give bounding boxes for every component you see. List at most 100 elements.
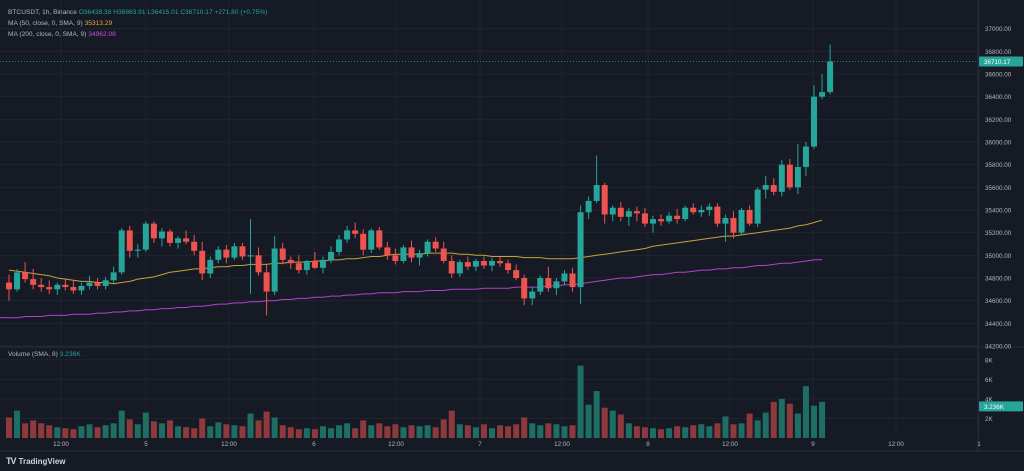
volume-bar: [287, 427, 294, 438]
volume-bar: [150, 421, 157, 438]
volume-bar: [811, 405, 817, 438]
candle-body: [730, 217, 737, 233]
candle-body: [199, 250, 206, 274]
volume-bar: [303, 428, 310, 438]
volume-bar: [722, 416, 729, 438]
volume-bar: [279, 425, 286, 438]
candle-body: [271, 248, 278, 292]
price-tick-label: 35200.00: [985, 230, 1012, 237]
volume-bar: [62, 428, 69, 438]
volume-bar: [682, 427, 689, 438]
volume-bar: [271, 417, 278, 438]
volume-bar: [54, 427, 61, 438]
volume-bar: [553, 424, 560, 438]
candle-body: [118, 230, 125, 273]
volume-bar: [819, 401, 826, 438]
volume-bar: [263, 411, 270, 438]
candle-body: [46, 287, 53, 290]
volume-bar: [730, 424, 737, 438]
candle-body: [102, 280, 109, 286]
volume-bar: [658, 429, 665, 438]
volume-bar: [215, 422, 222, 438]
volume-bar: [14, 410, 21, 438]
candle-body: [22, 272, 29, 280]
volume-tick-label: 6K: [985, 377, 994, 384]
candle-body: [126, 230, 133, 251]
volume-bar: [110, 423, 117, 438]
moving-averages: [0, 219, 823, 319]
volume-bar: [191, 428, 198, 438]
price-tick-label: 36200.00: [985, 117, 1012, 124]
volume-bar: [311, 429, 318, 438]
candle-body: [601, 185, 608, 215]
volume-bar: [223, 424, 230, 438]
time-tick-label: 6: [312, 441, 316, 448]
candle-body: [778, 164, 785, 192]
candle-body: [650, 219, 656, 224]
tradingview-brand[interactable]: TV TradingView: [6, 456, 66, 466]
volume-bar: [183, 427, 190, 438]
volume-bar: [609, 410, 616, 438]
candle-body: [191, 241, 198, 251]
volume-bar: [633, 426, 640, 438]
volume-bar: [126, 419, 133, 438]
time-tick-label: 8: [646, 441, 650, 448]
brand-name: TradingView: [18, 456, 66, 466]
candle-body: [625, 211, 632, 217]
candle-body: [328, 251, 334, 260]
candle-body: [714, 206, 721, 224]
candle-body: [754, 189, 761, 224]
volume-bar: [440, 419, 447, 438]
volume-bar: [786, 403, 793, 438]
candle-body: [255, 255, 262, 273]
candle-body: [150, 223, 157, 239]
volume-bar: [376, 423, 383, 438]
candle-body: [86, 282, 93, 286]
volume-bar: [231, 425, 238, 438]
candle-body: [38, 284, 45, 288]
candle-body: [456, 262, 463, 274]
ma50-legend[interactable]: MA (50, close, 0, SMA, 9) 35313.29: [8, 20, 112, 27]
volume-legend[interactable]: Volume (SMA, 8) 3.236K: [8, 351, 81, 358]
symbol-label[interactable]: BTCUSDT, 1h, Binance: [8, 9, 77, 16]
volume-last-badge: [979, 401, 1023, 412]
candle-body: [142, 223, 149, 250]
time-tick-label: 7: [478, 441, 482, 448]
candle-body: [674, 215, 681, 220]
ma50-line: [8, 219, 823, 285]
volume-last-label: 3.236K: [984, 404, 1005, 411]
volume-bar: [400, 427, 407, 438]
time-tick-label: 12:00: [554, 441, 570, 448]
candle-body: [537, 278, 544, 292]
price-tick-label: 36600.00: [985, 72, 1012, 79]
change-value: +271.80 (+0.75%): [214, 9, 268, 16]
ma50-value: 35313.29: [84, 20, 113, 27]
candle-body: [480, 261, 487, 266]
volume-bar: [746, 413, 753, 438]
candle-body: [158, 231, 165, 239]
candle-body: [14, 272, 21, 290]
candles[interactable]: [6, 44, 834, 316]
candle-body: [698, 210, 705, 213]
candle-body: [464, 262, 471, 267]
candle-body: [183, 238, 190, 242]
candle-body: [609, 207, 616, 215]
price-tick-label: 34800.00: [985, 276, 1012, 283]
candle-body: [770, 185, 777, 192]
ma200-legend[interactable]: MA (200, close, 0, SMA, 9) 34962.08: [8, 31, 116, 38]
candle-body: [239, 246, 246, 257]
volume-bar: [472, 427, 479, 438]
volume-bar: [593, 391, 600, 438]
volume-bar: [175, 426, 182, 438]
volume-bar: [158, 423, 165, 438]
candle-body: [682, 207, 689, 220]
candle-body: [295, 263, 302, 271]
volume-bar: [142, 412, 149, 438]
volume-bar: [319, 426, 326, 438]
candle-body: [585, 200, 592, 213]
ma200-line: [9, 259, 823, 319]
volume-bar: [424, 425, 431, 438]
price-tick-label: 34400.00: [985, 321, 1012, 328]
volume-bar: [698, 424, 705, 438]
